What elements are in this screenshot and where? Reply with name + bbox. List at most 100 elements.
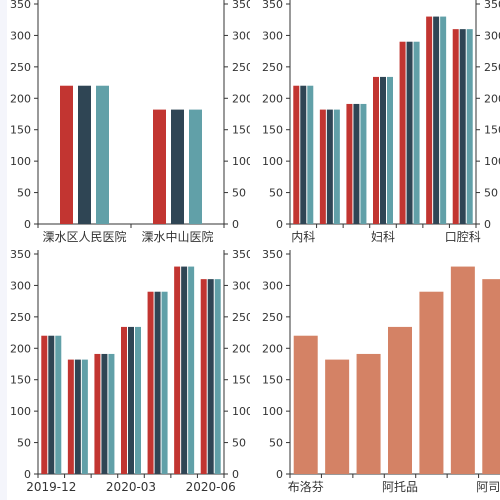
bar — [181, 266, 188, 474]
bar — [174, 266, 181, 474]
bar — [96, 85, 109, 224]
bar — [121, 326, 127, 474]
left-y-tick-label: 250 — [262, 61, 283, 74]
bar — [171, 109, 184, 224]
department-bar-chart: 0 50 100 150 200 250 300 350 0 50 100 150 200 250 300 3… — [262, 0, 500, 244]
bar — [388, 326, 412, 474]
bar — [426, 16, 433, 225]
bar — [293, 335, 318, 474]
x-category-label: 2020-03 — [106, 480, 156, 494]
bar — [325, 359, 350, 474]
bar — [353, 103, 360, 224]
bar — [214, 279, 221, 474]
bar — [128, 326, 134, 474]
bar — [399, 41, 406, 224]
right-y-tick-label: 300 — [484, 29, 500, 42]
right-y-tick-label: 200 — [232, 342, 250, 355]
left-y-tick-label: 350 — [262, 0, 283, 11]
left-y-tick-label: 350 — [262, 250, 283, 261]
right-y-tick-label: 100 — [232, 155, 250, 168]
bar — [482, 279, 500, 474]
right-y-tick-label: 50 — [232, 187, 246, 200]
bar — [333, 109, 340, 224]
right-y-tick-label: 300 — [232, 279, 250, 292]
right-y-tick-label: 200 — [484, 92, 500, 105]
left-y-tick-label: 150 — [262, 124, 283, 137]
bar — [326, 109, 333, 224]
bar — [300, 85, 307, 224]
bar — [452, 29, 459, 225]
bar — [319, 109, 326, 224]
left-y-tick-label: 0 — [24, 468, 31, 481]
left-y-tick-label: 250 — [10, 311, 31, 324]
left-y-tick-label: 0 — [276, 468, 283, 481]
x-category-label: 口腔科 — [445, 229, 481, 244]
x-category-label: 妇科 — [371, 230, 395, 244]
left-y-tick-label: 100 — [10, 155, 31, 168]
left-y-tick-label: 50 — [269, 187, 283, 200]
right-y-tick-label: 0 — [484, 218, 491, 231]
x-category-label: 阿托品 — [382, 480, 418, 494]
bar — [387, 76, 393, 225]
left-y-tick-label: 0 — [24, 218, 31, 231]
bar — [380, 76, 386, 225]
drug-bar-chart: 0 50 100 150 200 250 300 350 布洛芬 阿托品 阿司匹 — [262, 250, 500, 494]
bar — [188, 266, 195, 474]
right-y-tick-label: 0 — [232, 468, 239, 481]
left-y-tick-label: 50 — [17, 187, 31, 200]
left-y-tick-label: 300 — [10, 29, 31, 42]
left-y-tick-label: 0 — [276, 218, 283, 231]
bar — [147, 291, 154, 474]
left-y-tick-label: 100 — [10, 405, 31, 418]
left-y-tick-label: 300 — [10, 279, 31, 292]
left-y-tick-label: 250 — [262, 311, 283, 324]
bar — [108, 353, 115, 474]
bar — [189, 109, 202, 224]
left-y-tick-label: 200 — [10, 342, 31, 355]
right-y-tick-label: 350 — [484, 0, 500, 11]
bar — [41, 335, 48, 474]
bar — [419, 291, 444, 474]
left-y-tick-label: 300 — [262, 279, 283, 292]
bar — [78, 85, 91, 224]
bar — [207, 279, 214, 474]
right-y-tick-label: 250 — [484, 61, 500, 74]
right-y-tick-label: 50 — [232, 437, 246, 450]
bar — [48, 335, 55, 474]
x-category-label: 2019-12 — [26, 480, 76, 494]
bar — [135, 326, 141, 474]
bar — [373, 76, 379, 225]
x-category-label: 溧水区人民医院 — [42, 230, 126, 244]
right-y-tick-label: 250 — [232, 61, 250, 74]
bar — [466, 29, 473, 225]
x-category-label: 溧水中山医院 — [141, 229, 213, 244]
right-y-tick-label: 350 — [232, 0, 250, 11]
bar — [459, 29, 466, 225]
bar — [55, 335, 62, 474]
bar — [153, 109, 166, 224]
left-y-tick-label: 300 — [262, 29, 283, 42]
left-y-tick-label: 200 — [262, 342, 283, 355]
bar — [413, 41, 420, 224]
left-y-tick-label: 350 — [10, 0, 31, 11]
left-y-tick-label: 50 — [17, 437, 31, 450]
bar — [161, 291, 168, 474]
bar — [406, 41, 413, 224]
right-y-tick-label: 250 — [232, 311, 250, 324]
bar — [346, 103, 353, 224]
x-category-label: 2020-06 — [186, 480, 236, 494]
bar — [154, 291, 161, 474]
hospital-bar-chart: 0 50 100 150 200 250 300 350 0 50 100 150 200 250 300 3… — [10, 0, 250, 244]
bar — [94, 353, 101, 474]
bar — [307, 85, 314, 224]
right-y-tick-label: 100 — [232, 405, 250, 418]
left-y-tick-label: 150 — [262, 374, 283, 387]
bar — [433, 16, 440, 225]
x-category-label: 阿司匹 — [476, 480, 500, 494]
left-y-tick-label: 200 — [10, 92, 31, 105]
left-y-tick-label: 100 — [262, 405, 283, 418]
left-y-tick-label: 250 — [10, 61, 31, 74]
right-y-tick-label: 350 — [232, 250, 250, 261]
x-category-label: 布洛芬 — [288, 479, 324, 494]
bar — [200, 279, 207, 474]
